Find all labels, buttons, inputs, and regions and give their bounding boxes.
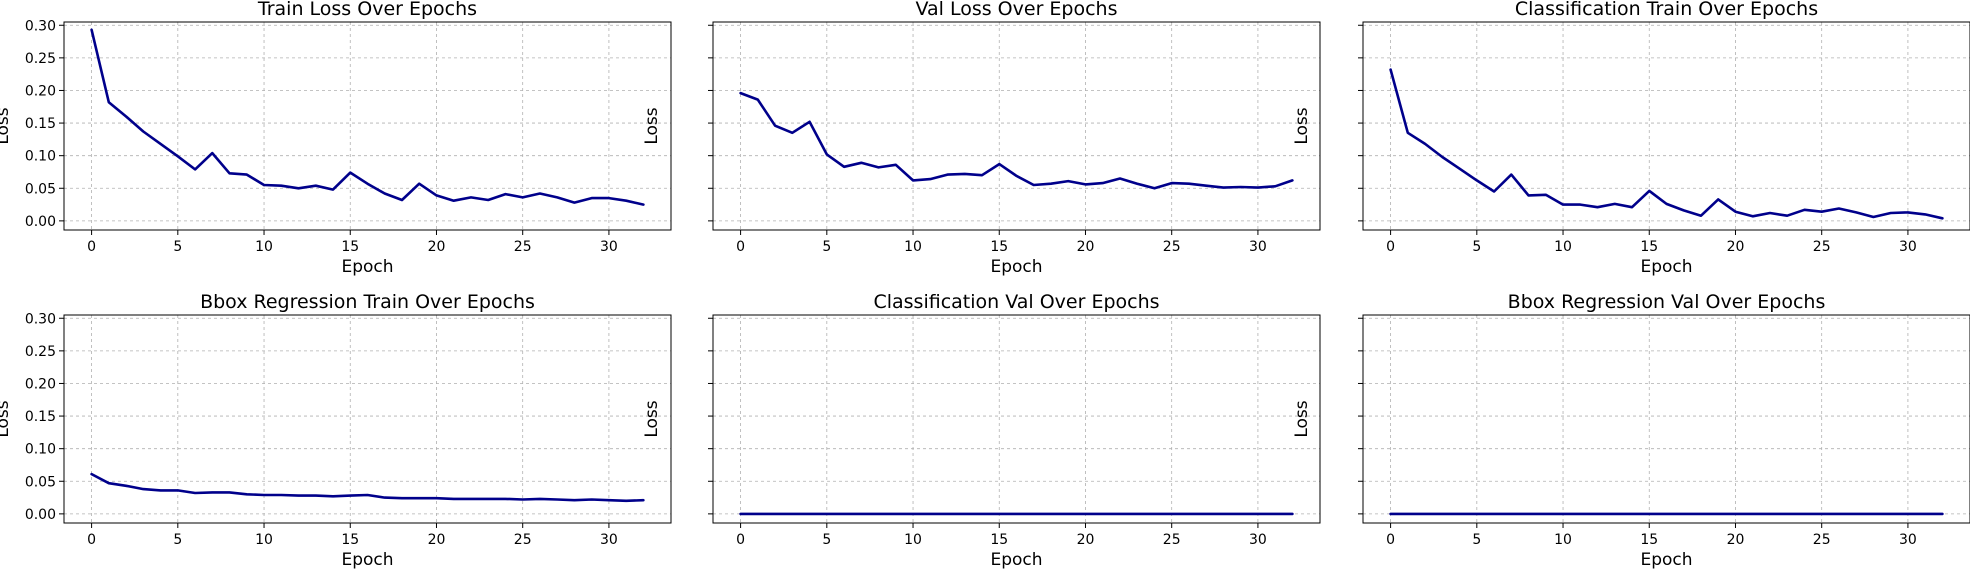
chart-title: Train Loss Over Epochs xyxy=(257,0,477,20)
x-tick-label: 25 xyxy=(1813,239,1831,255)
axes-frame xyxy=(1362,21,1970,231)
x-tick-label: 5 xyxy=(822,532,831,548)
chart-title: Val Loss Over Epochs xyxy=(915,0,1117,20)
x-tick-label: 25 xyxy=(1163,239,1181,255)
x-tick-label: 5 xyxy=(173,532,182,548)
chart-title: Bbox Regression Val Over Epochs xyxy=(1508,291,1826,313)
y-tick-label: 0.15 xyxy=(25,409,56,425)
x-tick-label: 10 xyxy=(904,239,922,255)
x-axis-label: Epoch xyxy=(990,257,1042,277)
y-axis-label: Loss xyxy=(0,400,13,437)
val-loss-over-epochs-panel: 0 5 10 15 20 25 30 Val Loss Over Epochs Epoch Los… xyxy=(642,0,1321,277)
y-tick-label: 0.30 xyxy=(25,18,56,34)
y-axis-label: Loss xyxy=(642,400,662,437)
x-axis-label: Epoch xyxy=(990,550,1042,570)
x-tick-label: 15 xyxy=(990,532,1008,548)
y-axis-label: Loss xyxy=(642,107,662,144)
loss-series-line xyxy=(90,28,645,206)
x-tick-label: 20 xyxy=(1727,239,1745,255)
x-tick-label: 30 xyxy=(1249,532,1267,548)
x-tick-label: 30 xyxy=(1249,239,1267,255)
x-tick-label: 15 xyxy=(341,239,359,255)
x-tick-label: 30 xyxy=(600,532,618,548)
y-tick-label: 0.00 xyxy=(25,214,56,230)
x-tick-label: 30 xyxy=(1899,532,1917,548)
train-loss-over-epochs-panel: 0 5 10 15 20 25 30 0.00 0.05 0.10 0.15 0.20 0.25 0.30… xyxy=(0,0,672,277)
x-tick-label: 25 xyxy=(1163,532,1181,548)
x-tick-label: 15 xyxy=(1640,239,1658,255)
classification-val-over-epochs-panel: 0 5 10 15 20 25 30 Classification Val Over Epoc… xyxy=(642,291,1321,570)
x-tick-label: 0 xyxy=(1386,532,1395,548)
x-tick-label: 25 xyxy=(1813,532,1831,548)
x-tick-label: 20 xyxy=(428,239,446,255)
loss-series-line xyxy=(1389,68,1944,220)
y-axis-label: Loss xyxy=(0,107,13,144)
y-tick-label: 0.10 xyxy=(25,442,56,458)
y-axis-label: Loss xyxy=(1292,400,1312,437)
x-tick-label: 25 xyxy=(514,532,532,548)
x-tick-label: 15 xyxy=(341,532,359,548)
axes-frame xyxy=(712,21,1321,231)
y-tick-label: 0.15 xyxy=(25,116,56,132)
x-tick-label: 20 xyxy=(1077,239,1095,255)
x-tick-label: 20 xyxy=(1077,532,1095,548)
classification-train-over-epochs-panel: 0 5 10 15 20 25 30 Classification Train Over Ep… xyxy=(1292,0,1970,277)
x-tick-label: 10 xyxy=(1554,532,1572,548)
x-tick-label: 10 xyxy=(255,239,273,255)
axes-frame xyxy=(63,314,672,524)
x-axis-label: Epoch xyxy=(1640,550,1692,570)
y-tick-label: 0.25 xyxy=(25,51,56,67)
x-tick-label: 0 xyxy=(87,532,96,548)
x-tick-label: 30 xyxy=(1899,239,1917,255)
x-tick-label: 10 xyxy=(255,532,273,548)
y-axis-label: Loss xyxy=(1292,107,1312,144)
x-tick-label: 0 xyxy=(1386,239,1395,255)
bbox-regression-train-over-epochs-panel: 0 5 10 15 20 25 30 0.00 0.05 0.10 0.15 0.20 0.25 0.30… xyxy=(0,291,672,570)
chart-title: Classification Val Over Epochs xyxy=(873,291,1159,313)
loss-series-line xyxy=(739,91,1294,190)
x-tick-label: 10 xyxy=(1554,239,1572,255)
x-tick-label: 0 xyxy=(87,239,96,255)
x-axis-label: Epoch xyxy=(341,257,393,277)
y-tick-label: 0.05 xyxy=(25,474,56,490)
y-tick-label: 0.25 xyxy=(25,344,56,360)
x-tick-label: 15 xyxy=(1640,532,1658,548)
y-tick-label: 0.30 xyxy=(25,311,56,327)
x-tick-label: 0 xyxy=(736,239,745,255)
x-tick-label: 10 xyxy=(904,532,922,548)
x-tick-label: 5 xyxy=(1472,239,1481,255)
x-tick-label: 5 xyxy=(1472,532,1481,548)
x-tick-label: 15 xyxy=(990,239,1008,255)
chart-title: Classification Train Over Epochs xyxy=(1515,0,1818,20)
x-tick-label: 30 xyxy=(600,239,618,255)
axes-frame xyxy=(712,314,1321,524)
axes-frame xyxy=(1362,314,1970,524)
x-axis-label: Epoch xyxy=(1640,257,1692,277)
loss-series-line xyxy=(90,472,645,503)
x-tick-label: 5 xyxy=(822,239,831,255)
y-tick-label: 0.20 xyxy=(25,83,56,99)
x-axis-label: Epoch xyxy=(341,550,393,570)
x-tick-label: 5 xyxy=(173,239,182,255)
x-tick-label: 0 xyxy=(736,532,745,548)
y-tick-label: 0.05 xyxy=(25,181,56,197)
axes-frame xyxy=(63,21,672,231)
x-tick-label: 20 xyxy=(428,532,446,548)
x-tick-label: 20 xyxy=(1727,532,1745,548)
bbox-regression-val-over-epochs-panel: 0 5 10 15 20 25 30 Bbox Regression Val Over Epo… xyxy=(1292,291,1970,570)
chart-title: Bbox Regression Train Over Epochs xyxy=(200,291,535,313)
y-tick-label: 0.20 xyxy=(25,376,56,392)
y-tick-label: 0.00 xyxy=(25,507,56,523)
y-tick-label: 0.10 xyxy=(25,149,56,165)
x-tick-label: 25 xyxy=(514,239,532,255)
